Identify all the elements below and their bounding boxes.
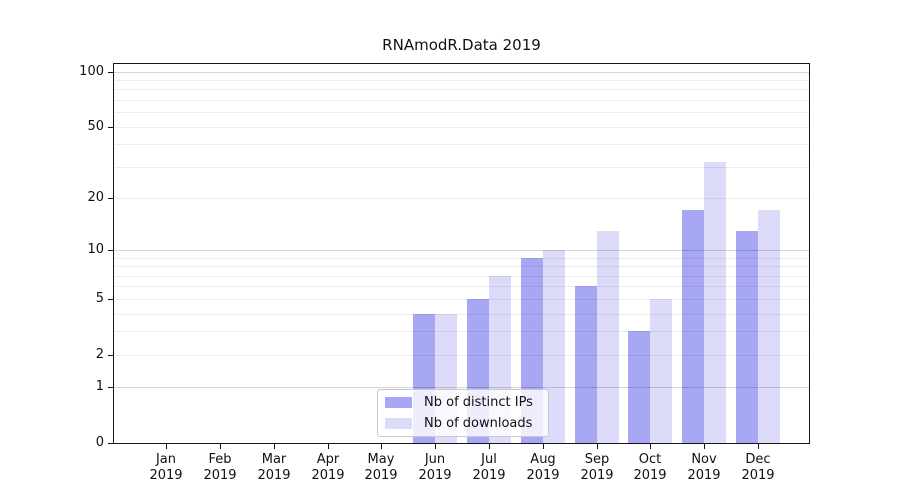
- x-tick-label-dec: Dec 2019: [741, 452, 775, 483]
- y-tick-label-2: 2: [95, 347, 104, 362]
- x-tick-jan: [166, 444, 167, 449]
- y-tick-label-0: 0: [95, 435, 104, 450]
- plot-area: [113, 63, 810, 444]
- x-tick-apr: [328, 444, 329, 449]
- x-tick-sep: [597, 444, 598, 449]
- bar-nb-of-downloads-oct: [650, 299, 672, 443]
- bar-nb-of-downloads-sep: [597, 231, 619, 443]
- x-tick-label-apr: Apr 2019: [311, 452, 345, 483]
- x-tick-jun: [435, 444, 436, 449]
- x-tick-label-mar: Mar 2019: [257, 452, 291, 483]
- legend-item-distinct-ips: Nb of distinct IPs: [385, 394, 541, 411]
- x-tick-label-jan: Jan 2019: [149, 452, 183, 483]
- x-tick-label-feb: Feb 2019: [203, 452, 237, 483]
- chart-title: RNAmodR.Data 2019: [382, 36, 541, 54]
- x-tick-label-sep: Sep 2019: [580, 452, 614, 483]
- x-tick-label-aug: Aug 2019: [526, 452, 560, 483]
- legend-label-distinct-ips: Nb of distinct IPs: [424, 395, 533, 410]
- x-tick-jul: [489, 444, 490, 449]
- x-tick-label-may: May 2019: [364, 452, 398, 483]
- bar-nb-of-distinct-ips-nov: [682, 210, 704, 443]
- y-tick-label-50: 50: [87, 119, 104, 134]
- x-tick-dec: [758, 444, 759, 449]
- legend-swatch-downloads: [385, 418, 412, 429]
- bar-nb-of-distinct-ips-sep: [575, 286, 597, 443]
- x-tick-oct: [650, 444, 651, 449]
- bar-nb-of-distinct-ips-oct: [628, 331, 650, 443]
- x-tick-feb: [220, 444, 221, 449]
- y-tick-label-100: 100: [79, 64, 104, 79]
- bar-nb-of-downloads-dec: [758, 210, 780, 443]
- bars-layer: [114, 64, 809, 443]
- x-tick-mar: [274, 444, 275, 449]
- y-tick-label-1: 1: [95, 379, 104, 394]
- x-tick-aug: [543, 444, 544, 449]
- legend-swatch-distinct-ips: [385, 397, 412, 408]
- x-tick-label-nov: Nov 2019: [687, 452, 721, 483]
- legend: Nb of distinct IPs Nb of downloads: [377, 389, 549, 437]
- x-tick-label-oct: Oct 2019: [633, 452, 667, 483]
- y-tick-label-20: 20: [87, 190, 104, 205]
- legend-item-downloads: Nb of downloads: [385, 415, 541, 432]
- x-tick-label-jul: Jul 2019: [472, 452, 506, 483]
- x-tick-nov: [704, 444, 705, 449]
- bar-nb-of-distinct-ips-dec: [736, 231, 758, 443]
- y-tick-label-5: 5: [95, 291, 104, 306]
- legend-label-downloads: Nb of downloads: [424, 416, 533, 431]
- x-tick-may: [381, 444, 382, 449]
- y-tick-label-10: 10: [87, 242, 104, 257]
- bar-nb-of-downloads-nov: [704, 162, 726, 443]
- x-tick-label-jun: Jun 2019: [418, 452, 452, 483]
